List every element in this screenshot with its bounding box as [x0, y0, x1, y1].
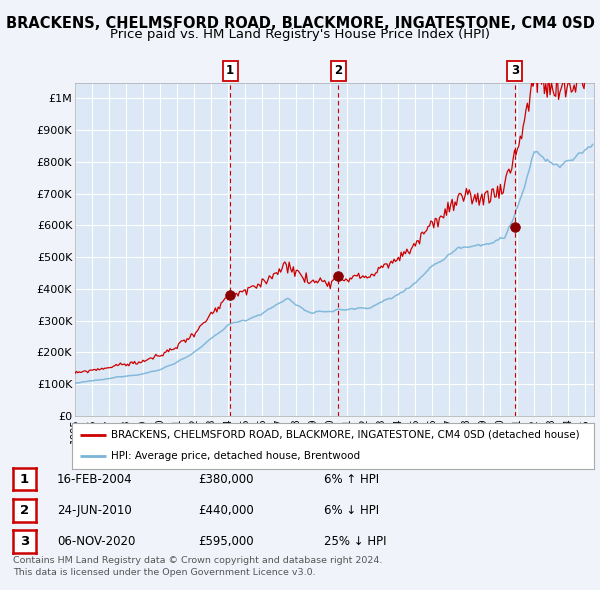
- Text: BRACKENS, CHELMSFORD ROAD, BLACKMORE, INGATESTONE, CM4 0SD (detached house): BRACKENS, CHELMSFORD ROAD, BLACKMORE, IN…: [111, 430, 580, 440]
- Text: 3: 3: [511, 64, 519, 77]
- Text: £380,000: £380,000: [198, 473, 254, 486]
- Text: 6% ↓ HPI: 6% ↓ HPI: [324, 504, 379, 517]
- Text: 2: 2: [334, 64, 343, 77]
- Text: 1: 1: [226, 64, 234, 77]
- Text: 25% ↓ HPI: 25% ↓ HPI: [324, 535, 386, 548]
- Text: 16-FEB-2004: 16-FEB-2004: [57, 473, 133, 486]
- Text: HPI: Average price, detached house, Brentwood: HPI: Average price, detached house, Bren…: [111, 451, 360, 461]
- Text: £440,000: £440,000: [198, 504, 254, 517]
- Text: BRACKENS, CHELMSFORD ROAD, BLACKMORE, INGATESTONE, CM4 0SD: BRACKENS, CHELMSFORD ROAD, BLACKMORE, IN…: [5, 16, 595, 31]
- Text: £595,000: £595,000: [198, 535, 254, 548]
- Text: 06-NOV-2020: 06-NOV-2020: [57, 535, 136, 548]
- Text: 24-JUN-2010: 24-JUN-2010: [57, 504, 132, 517]
- Text: Price paid vs. HM Land Registry's House Price Index (HPI): Price paid vs. HM Land Registry's House …: [110, 28, 490, 41]
- Text: 6% ↑ HPI: 6% ↑ HPI: [324, 473, 379, 486]
- Text: 2: 2: [20, 504, 29, 517]
- Text: Contains HM Land Registry data © Crown copyright and database right 2024.
This d: Contains HM Land Registry data © Crown c…: [13, 556, 383, 577]
- Text: 3: 3: [20, 535, 29, 548]
- Text: 1: 1: [20, 473, 29, 486]
